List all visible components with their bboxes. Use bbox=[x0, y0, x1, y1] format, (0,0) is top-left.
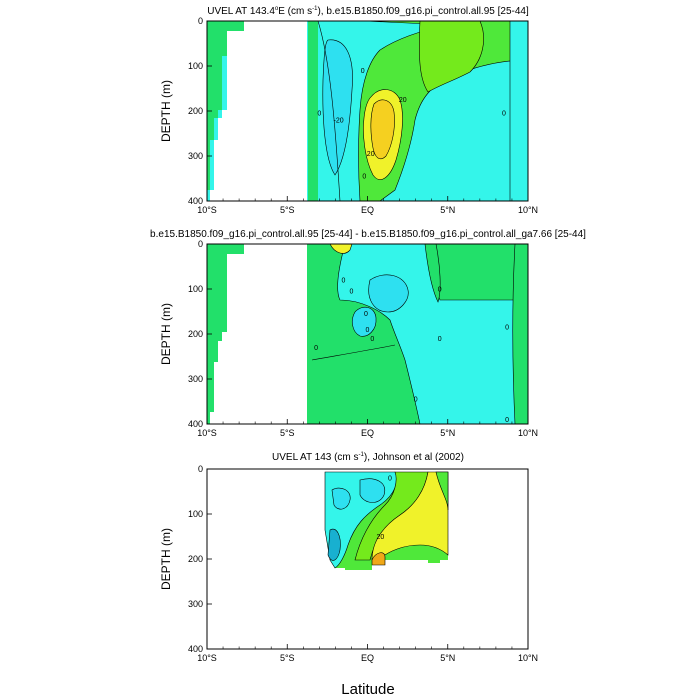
contour-label: 0 bbox=[314, 345, 318, 352]
contour-label: 0 bbox=[366, 327, 370, 334]
contour-label: 0 bbox=[438, 336, 442, 343]
y-tick-label: 0 bbox=[198, 464, 203, 474]
y-tick-label: 300 bbox=[188, 374, 203, 384]
y-tick-label: 100 bbox=[188, 509, 203, 519]
contour-label: 0 bbox=[502, 111, 506, 118]
green-strip-region bbox=[308, 21, 318, 201]
panel-2: b.e15.B1850.f09_g16.pi_control.all.95 [2… bbox=[150, 229, 586, 438]
contour-label: 0 bbox=[349, 289, 353, 296]
contour-label: 20 bbox=[376, 534, 384, 541]
westward-core-region bbox=[322, 39, 353, 176]
x-tick-label: 10°S bbox=[197, 205, 217, 215]
panel-3-contour-labels: 0 20 bbox=[376, 475, 392, 541]
contour-label: 0 bbox=[388, 475, 392, 482]
contour-label: 0 bbox=[362, 174, 366, 181]
undercurrent-inner-region bbox=[370, 99, 395, 160]
y-tick-label: 400 bbox=[188, 196, 203, 206]
x-tick-label: EQ bbox=[361, 653, 374, 663]
contour-label: 0 bbox=[370, 336, 374, 343]
y-tick-label: 400 bbox=[188, 644, 203, 654]
contour-label: 0 bbox=[505, 325, 509, 332]
panel-2-ylabel: DEPTH (m) bbox=[159, 303, 173, 365]
contour-label: 0 bbox=[317, 111, 321, 118]
x-tick-label: 5°N bbox=[440, 205, 455, 215]
y-tick-label: 300 bbox=[188, 599, 203, 609]
panel-3: UVEL AT 143 (cm s-1), Johnson et al (200… bbox=[159, 452, 538, 663]
x-tick-label: 10°S bbox=[197, 653, 217, 663]
x-tick-label: 5°S bbox=[280, 205, 295, 215]
yellow-patch-region bbox=[329, 244, 353, 254]
x-tick-label: 10°N bbox=[518, 653, 538, 663]
y-tick-label: 0 bbox=[198, 239, 203, 249]
x-tick-label: 5°N bbox=[440, 653, 455, 663]
contour-label: 20 bbox=[367, 151, 375, 158]
y-tick-label: 200 bbox=[188, 329, 203, 339]
panel-1-title: UVEL AT 143.4oE (cm s-1), b.e15.B1850.f0… bbox=[207, 6, 529, 17]
panel-1-contour-labels: 0 0 -20 20 20 0 0 bbox=[317, 68, 506, 181]
cyan-blob-region bbox=[368, 274, 409, 313]
x-tick-label: 5°N bbox=[440, 428, 455, 438]
panel-3-title: UVEL AT 143 (cm s-1), Johnson et al (200… bbox=[272, 452, 464, 463]
x-tick-label: 10°N bbox=[518, 428, 538, 438]
panel-1-field: 0 0 -20 20 20 0 0 bbox=[207, 21, 528, 201]
x-tick-label: 10°N bbox=[518, 205, 538, 215]
x-tick-label: 5°S bbox=[280, 428, 295, 438]
x-tick-label: EQ bbox=[361, 428, 374, 438]
strong-westward-region bbox=[327, 528, 341, 561]
contour-label: 0 bbox=[505, 417, 509, 424]
contour-label: 0 bbox=[438, 286, 442, 293]
eastward-core-region bbox=[371, 552, 386, 566]
panel-2-axes: 10°S 5°S EQ 5°N 10°N 0 100 200 300 400 bbox=[188, 239, 538, 438]
cyan-blob-south-region bbox=[351, 306, 377, 337]
y-tick-label: 200 bbox=[188, 106, 203, 116]
land-mask bbox=[210, 21, 307, 201]
y-tick-label: 200 bbox=[188, 554, 203, 564]
light-green-region bbox=[418, 21, 484, 93]
contour-label: 0 bbox=[361, 68, 365, 75]
panel-2-title: b.e15.B1850.f09_g16.pi_control.all.95 [2… bbox=[150, 229, 586, 240]
x-axis-label: Latitude bbox=[341, 681, 394, 698]
contour-label: 20 bbox=[399, 97, 407, 104]
panel-1: UVEL AT 143.4oE (cm s-1), b.e15.B1850.f0… bbox=[159, 6, 538, 215]
east-edge-cyan-region bbox=[510, 21, 528, 201]
contour-label: 0 bbox=[414, 397, 418, 404]
green-strip-9n-region bbox=[512, 244, 528, 424]
panel-3-ylabel: DEPTH (m) bbox=[159, 528, 173, 590]
x-tick-label: EQ bbox=[361, 205, 374, 215]
panel-3-field: 0 20 bbox=[207, 469, 528, 649]
y-tick-label: 0 bbox=[198, 16, 203, 26]
land-mask bbox=[210, 244, 307, 424]
x-tick-label: 5°S bbox=[280, 653, 295, 663]
southern-coast-green-region bbox=[207, 21, 244, 190]
contour-label: -20 bbox=[334, 117, 344, 124]
contour-label: 0 bbox=[341, 277, 345, 284]
x-tick-label: 10°S bbox=[197, 428, 217, 438]
green-strip-4n-region bbox=[424, 244, 441, 303]
contour-label: 0 bbox=[364, 311, 368, 318]
y-tick-label: 400 bbox=[188, 419, 203, 429]
panel-1-ylabel: DEPTH (m) bbox=[159, 80, 173, 142]
y-tick-label: 100 bbox=[188, 284, 203, 294]
y-tick-label: 100 bbox=[188, 61, 203, 71]
y-tick-label: 300 bbox=[188, 151, 203, 161]
